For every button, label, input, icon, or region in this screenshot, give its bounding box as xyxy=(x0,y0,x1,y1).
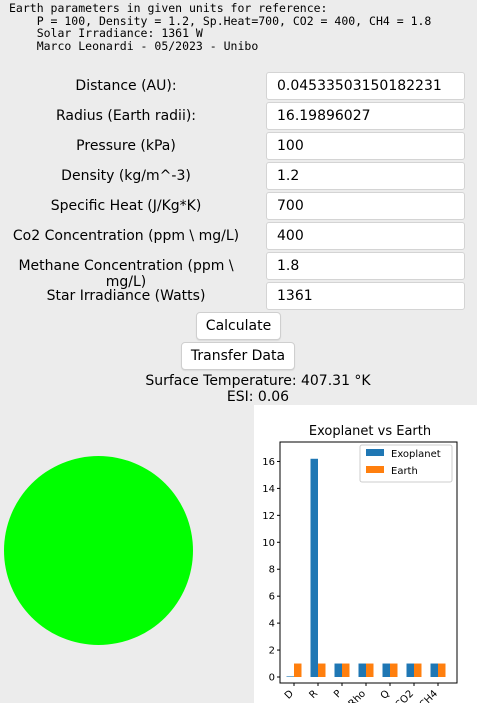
esi-value: ESI: 0.06 xyxy=(226,389,290,405)
methane-row: Methane Concentration (ppm \ mg/L) 1.8 xyxy=(0,252,477,290)
bar-earth-rho xyxy=(366,663,374,677)
irradiance-row: Star Irradiance (Watts) 1361 xyxy=(0,282,477,312)
planet-preview-circle xyxy=(4,456,193,645)
bar-earth-d xyxy=(294,663,302,677)
y-tick-label: 12 xyxy=(262,511,275,522)
y-tick-label: 16 xyxy=(262,457,275,468)
irradiance-input[interactable]: 1361 xyxy=(266,282,465,310)
x-tick-label-q: Q xyxy=(379,688,392,701)
y-tick-label: 6 xyxy=(269,592,275,603)
reference-line-4: Marco Leonardi - 05/2023 - Unibo xyxy=(9,38,259,53)
reference-line-1: Earth parameters in given units for refe… xyxy=(9,1,328,15)
transfer-data-button[interactable]: Transfer Data xyxy=(181,342,295,370)
surface-temperature: Surface Temperature: 407.31 °K xyxy=(145,373,371,389)
specific-heat-label: Specific Heat (J/Kg*K) xyxy=(50,198,202,214)
bar-exoplanet-p xyxy=(334,663,342,677)
y-tick-label: 8 xyxy=(269,565,275,576)
bar-earth-q xyxy=(390,663,398,677)
methane-input[interactable]: 1.8 xyxy=(266,252,465,280)
chart-title: Exoplanet vs Earth xyxy=(309,424,431,439)
distance-input[interactable]: 0.04533503150182231 xyxy=(266,72,465,100)
distance-label: Distance (AU): xyxy=(75,78,177,94)
radius-row: Radius (Earth radii): 16.19896027 xyxy=(0,102,477,132)
bar-exoplanet-r xyxy=(310,458,318,677)
density-row: Density (kg/m^-3) 1.2 xyxy=(0,162,477,192)
legend-label-earth: Earth xyxy=(391,466,418,477)
legend-swatch-exoplanet xyxy=(366,449,384,456)
y-tick-label: 10 xyxy=(262,538,275,549)
pressure-row: Pressure (kPa) 100 xyxy=(0,132,477,162)
x-tick-label-rho: Rho xyxy=(347,688,369,703)
pressure-input[interactable]: 100 xyxy=(266,132,465,160)
co2-input[interactable]: 400 xyxy=(266,222,465,250)
comparison-chart: Exoplanet vs Earth 0 2 4 6 8 10 12 14 16 D R P Rho Q… xyxy=(254,405,477,703)
radius-input[interactable]: 16.19896027 xyxy=(266,102,465,130)
bar-exoplanet-rho xyxy=(358,663,366,677)
reference-text: Earth parameters in given units for refe… xyxy=(9,2,431,52)
bar-earth-co2 xyxy=(414,663,422,677)
bar-earth-r xyxy=(318,663,326,677)
chart-legend: Exoplanet Earth xyxy=(359,444,453,483)
y-tick-label: 0 xyxy=(269,673,275,684)
y-tick-label: 14 xyxy=(262,484,275,495)
bar-exoplanet-d xyxy=(286,676,294,677)
bar-earth-p xyxy=(342,663,350,677)
density-input[interactable]: 1.2 xyxy=(266,162,465,190)
chart-frame xyxy=(279,441,458,684)
bar-exoplanet-ch4 xyxy=(430,663,438,677)
irradiance-label: Star Irradiance (Watts) xyxy=(46,288,206,304)
x-tick-label-co2: CO2 xyxy=(393,688,416,703)
density-label: Density (kg/m^-3) xyxy=(61,168,191,184)
x-tick-label-d: D xyxy=(283,688,296,701)
x-tick-label-r: R xyxy=(307,688,320,701)
co2-label: Co2 Concentration (ppm \ mg/L) xyxy=(12,228,240,244)
bar-earth-ch4 xyxy=(438,663,446,677)
reference-line-2: P = 100, Density = 1.2, Sp.Heat=700, CO2… xyxy=(9,13,432,28)
bar-exoplanet-q xyxy=(382,663,390,677)
co2-row: Co2 Concentration (ppm \ mg/L) 400 xyxy=(0,222,477,252)
reference-line-3: Solar Irradiance: 1361 W xyxy=(9,26,203,41)
bar-exoplanet-co2 xyxy=(406,663,414,677)
specific-heat-input[interactable]: 700 xyxy=(266,192,465,220)
y-tick-label: 2 xyxy=(269,646,275,657)
legend-swatch-earth xyxy=(366,466,384,473)
radius-label: Radius (Earth radii): xyxy=(55,108,197,124)
specific-heat-row: Specific Heat (J/Kg*K) 700 xyxy=(0,192,477,222)
x-tick-label-ch4: CH4 xyxy=(418,688,441,703)
methane-label: Methane Concentration (ppm \ mg/L) xyxy=(18,258,234,290)
pressure-label: Pressure (kPa) xyxy=(76,138,176,154)
legend-label-exoplanet: Exoplanet xyxy=(391,449,441,460)
calculate-button[interactable]: Calculate xyxy=(196,312,281,340)
distance-row: Distance (AU): 0.04533503150182231 xyxy=(0,72,477,102)
x-tick-label-p: P xyxy=(332,688,344,700)
y-tick-label: 4 xyxy=(269,619,275,630)
